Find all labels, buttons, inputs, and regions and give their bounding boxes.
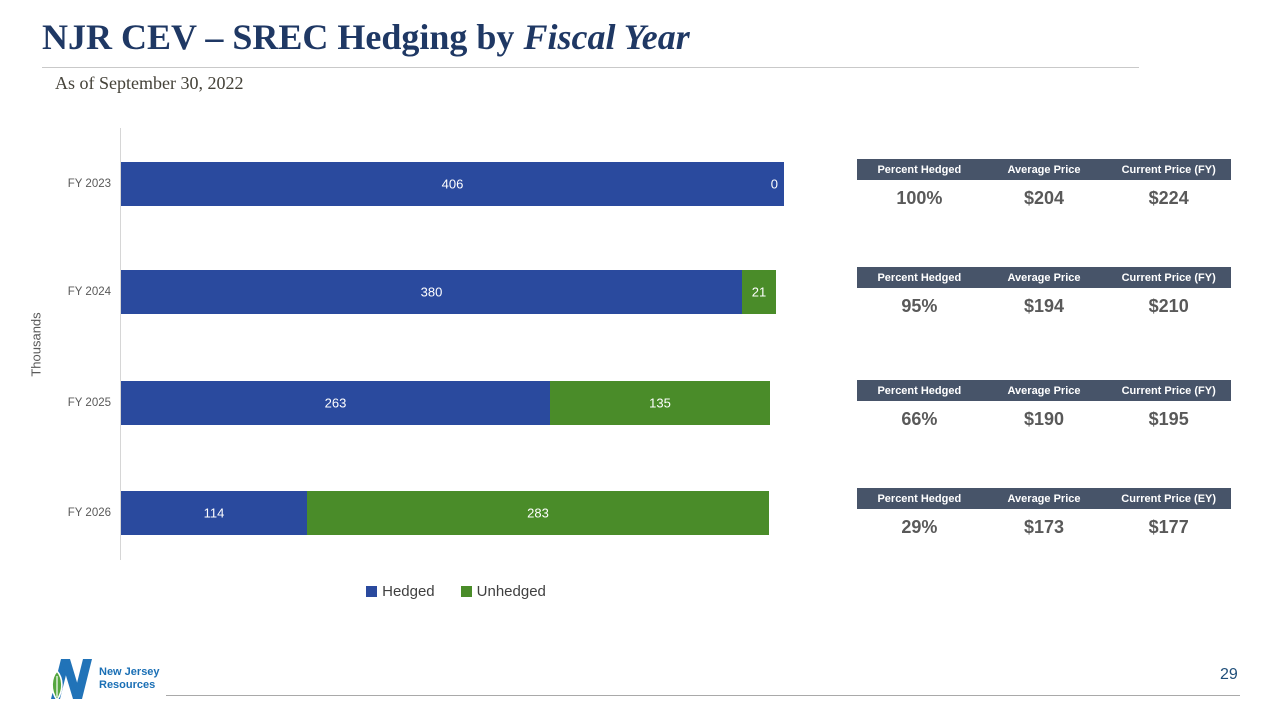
legend-label: Unhedged: [476, 583, 546, 600]
table-header-cell: Percent Hedged: [877, 492, 962, 505]
category-label: FY 2026: [67, 507, 111, 519]
table-value-cell: 95%: [901, 296, 938, 316]
table-value-cell: 66%: [901, 409, 938, 429]
table-header-cell: Percent Hedged: [877, 384, 962, 397]
metric-table-values: 100% $204 $224: [857, 188, 1231, 209]
subtitle-as-of-date: As of September 30, 2022: [55, 73, 244, 93]
bar-row-fy-2024: FY 2024 380 21: [68, 270, 776, 314]
logo-line1: New Jersey: [99, 666, 160, 679]
table-header-cell: Average Price: [1007, 271, 1081, 284]
bar-row-fy-2023: FY 2023 406 0: [68, 162, 784, 206]
metric-table-fy-2024: Percent Hedged Average Price Current Price…: [857, 267, 1231, 317]
bar-row-fy-2025: FY 2025 263 135: [68, 381, 770, 425]
bar-segment-hedged: 263: [121, 381, 550, 425]
table-value-cell: $204: [1023, 188, 1065, 208]
footer-divider: [166, 695, 1240, 696]
table-value-cell: $224: [1148, 188, 1189, 208]
njr-logo-icon: [51, 659, 92, 702]
table-value-cell: $210: [1148, 296, 1189, 316]
table-header-cell: Average Price: [1007, 384, 1081, 397]
table-header-cell: Current Price (EY): [1121, 492, 1217, 505]
table-value-cell: 100%: [896, 188, 943, 208]
legend-item-hedged: Hedged: [366, 583, 435, 600]
bar-value-label: 135: [649, 395, 671, 411]
category-label: FY 2024: [67, 286, 111, 298]
bar-value-label: 283: [527, 505, 549, 521]
metric-table-header: Percent Hedged Average Price Current Price…: [857, 488, 1231, 509]
metric-table-fy-2023: Percent Hedged Average Price Current Price…: [857, 159, 1231, 209]
bar-segment-unhedged: 135: [550, 381, 770, 425]
table-value-cell: $194: [1023, 296, 1065, 316]
table-header-cell: Current Price (FY): [1121, 163, 1216, 176]
bar-segment-hedged: 380: [121, 270, 742, 314]
table-value-cell: $173: [1023, 517, 1065, 537]
table-value-cell: 29%: [901, 517, 938, 537]
table-value-cell: $195: [1148, 409, 1189, 429]
metric-table-header: Percent Hedged Average Price Current Price…: [857, 267, 1231, 288]
legend-swatch-icon: [366, 586, 378, 597]
bar-segment-hedged: 406: [121, 162, 784, 206]
legend-label: Hedged: [382, 583, 435, 600]
bar-segment-hedged: 114: [121, 491, 307, 535]
metric-table-values: 66% $190 $195: [857, 409, 1231, 430]
metric-table-fy-2025: Percent Hedged Average Price Current Price…: [857, 380, 1231, 430]
table-header-cell: Percent Hedged: [877, 271, 962, 284]
page-title-main: NJR CEV – SREC Hedging by: [42, 17, 524, 57]
page-number: 29: [1220, 666, 1238, 683]
bar-segment-unhedged: 21: [742, 270, 776, 314]
metric-table-header: Percent Hedged Average Price Current Price…: [857, 380, 1231, 401]
bar-segment-unhedged: 283: [307, 491, 769, 535]
bar-value-label: 263: [324, 395, 347, 411]
table-header-cell: Percent Hedged: [877, 163, 962, 176]
table-value-cell: $190: [1023, 409, 1065, 429]
table-value-cell: $177: [1148, 517, 1189, 537]
table-header-cell: Average Price: [1007, 163, 1081, 176]
chart-legend: Hedged Unhedged: [120, 583, 792, 600]
legend-item-unhedged: Unhedged: [460, 583, 546, 600]
logo-line2: Resources: [99, 679, 156, 691]
category-label: FY 2023: [67, 178, 111, 190]
y-axis-label: Thousands: [28, 311, 44, 377]
table-header-cell: Average Price: [1007, 492, 1081, 505]
category-label: FY 2025: [67, 397, 111, 409]
bar-value-label: 380: [420, 284, 443, 300]
company-logo-text: New Jersey Resources: [99, 666, 160, 691]
title-divider: [42, 67, 1139, 68]
bar-value-label: 114: [203, 505, 225, 521]
bar-value-label: 0: [770, 176, 778, 192]
bar-value-label: 406: [441, 176, 464, 192]
bar-value-label: 21: [751, 284, 767, 300]
metric-table-values: 95% $194 $210: [857, 296, 1231, 317]
table-header-cell: Current Price (FY): [1121, 271, 1216, 284]
chart-plot: FY 2023 406 0 FY 2024 380 21 FY 2025 263 135 FY 2…: [68, 128, 792, 560]
table-header-cell: Current Price (FY): [1121, 384, 1216, 397]
company-logo: New Jersey Resources: [48, 656, 160, 702]
legend-swatch-icon: [460, 586, 472, 597]
metric-table-values: 29% $173 $177: [857, 517, 1231, 538]
page-title: NJR CEV – SREC Hedging by Fiscal Year: [42, 16, 690, 58]
metric-table-header: Percent Hedged Average Price Current Price…: [857, 159, 1231, 180]
page-title-italic: Fiscal Year: [523, 17, 690, 57]
bar-row-fy-2026: FY 2026 114 283: [68, 491, 769, 535]
metric-table-fy-2026: Percent Hedged Average Price Current Price…: [857, 488, 1231, 538]
